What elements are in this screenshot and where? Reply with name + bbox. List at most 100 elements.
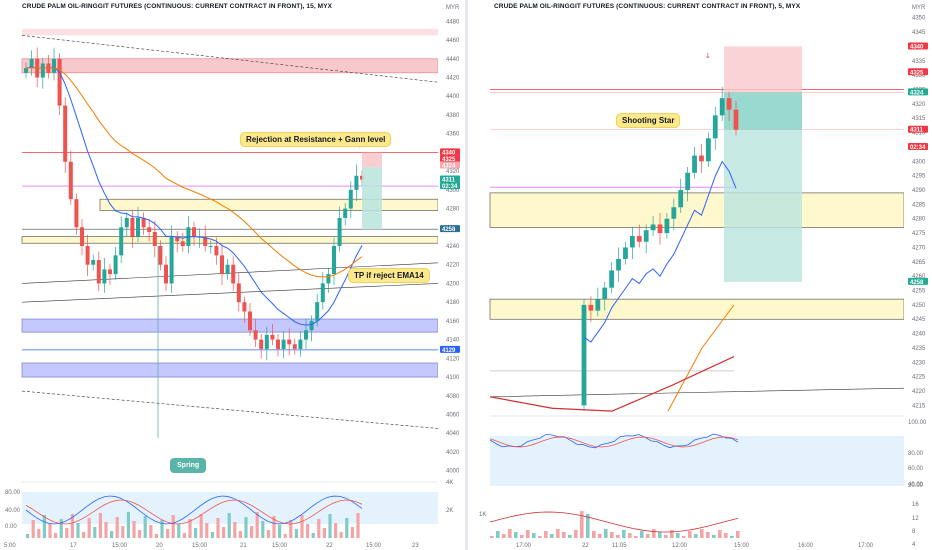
right-candle-body: [609, 270, 615, 288]
stoch-k-line: [25, 495, 363, 525]
right-chart-canvas[interactable]: ↓ MYR 4350 4345 4340 4335 43304325 4320 4315 4310…: [472, 0, 932, 550]
stoch-d-line: [25, 499, 363, 525]
left-volume-bar: [339, 532, 343, 538]
volume-ma-line: [489, 511, 739, 533]
trendline-2: [21, 283, 439, 303]
left-currency-label: MYR: [446, 5, 460, 11]
left-volume-bar: [138, 530, 142, 538]
right-volume-bar: [550, 534, 554, 538]
left-price-tick: 4380: [446, 113, 460, 119]
right-price-tick: 4245: [912, 317, 926, 323]
left-candle-body: [253, 330, 258, 340]
left-candle-body: [337, 217, 342, 246]
left-candle-body: [29, 58, 34, 69]
left-volume-bar: [166, 529, 170, 538]
left-candle-body: [91, 260, 96, 265]
risk-box: [724, 46, 802, 93]
left-price-tag: [440, 175, 460, 183]
right-volume-tick: 16: [912, 502, 919, 508]
right-price-tick: 4235: [912, 346, 926, 352]
left-time-tick: 22: [326, 543, 333, 549]
trendline: [489, 387, 905, 398]
right-candle-body: [664, 218, 670, 234]
left-candle-body: [270, 334, 275, 340]
right-price-tick: 4215: [912, 403, 926, 409]
right-volume-bar: [580, 511, 584, 538]
left-candle-body: [236, 283, 241, 303]
right-volume-tick: 8: [912, 529, 916, 535]
left-volume-bar: [26, 534, 30, 538]
left-volume-bar: [250, 526, 254, 538]
left-volume-bar: [233, 522, 237, 538]
left-candle-body: [96, 260, 101, 284]
right-osc-tick: 80.00: [908, 451, 924, 457]
left-candle-body: [309, 320, 314, 331]
left-volume-bar: [261, 521, 265, 538]
left-volume-bar: [317, 519, 321, 538]
right-price-tick: 4285: [912, 202, 926, 208]
left-chart-pane[interactable]: CRUDE PALM OIL-RINGGIT FUTURES (CONTINUO…: [0, 0, 462, 550]
right-osc-tick: 20.00: [908, 483, 924, 489]
left-volume-bar: [154, 534, 158, 538]
right-candle-body: [595, 299, 601, 311]
tp-callout: TP if reject EMA14: [348, 268, 430, 283]
left-time-tick: 15:00: [272, 543, 288, 549]
left-volume-bar: [278, 525, 282, 538]
right-volume-bar: [610, 532, 614, 538]
osc-band: [490, 436, 904, 486]
left-chart-canvas[interactable]: ↓MYR448044604440442044004380436043404320…: [0, 0, 462, 550]
right-price-tick: 4345: [912, 30, 926, 36]
left-volume-bar: [322, 528, 326, 538]
left-time-tick: 15:00: [192, 543, 208, 549]
left-volume-tick: 2K: [446, 508, 453, 514]
left-price-tag: [440, 148, 460, 156]
right-volume-bar: [568, 535, 572, 538]
left-volume-bar: [188, 519, 192, 538]
left-volume-bar: [238, 531, 242, 538]
left-volume-bar: [37, 529, 41, 538]
left-volume-bar: [306, 524, 310, 538]
right-price-tag: [908, 125, 928, 133]
right-volume-bar: [586, 514, 590, 538]
left-candle-body: [259, 339, 264, 349]
right-price-tag-label: 4258: [910, 280, 924, 286]
right-chart-pane[interactable]: CRUDE PALM OIL-RINGGIT FUTURES (CONTINUO…: [472, 0, 932, 550]
shooting-star-callout: Shooting Star: [616, 113, 681, 128]
left-candle-body: [24, 68, 28, 73]
right-price-tick: 4230: [912, 360, 926, 366]
right-volume-label: 1K: [479, 512, 486, 518]
left-price-tag: [440, 182, 460, 190]
left-candle-body: [85, 246, 90, 265]
right-price-tick: 4310: [912, 131, 926, 137]
left-price-tag-label: 02:34: [442, 184, 458, 190]
arrow-down-icon: ↓: [705, 52, 711, 60]
left-candle-body: [326, 274, 331, 284]
right-price-tick: 4225: [912, 375, 926, 381]
left-volume-bar: [115, 517, 119, 538]
right-volume-bar: [532, 533, 536, 538]
ema14-line: [583, 160, 737, 343]
left-candle-body: [68, 161, 73, 200]
left-price-tag-label: 4129: [442, 348, 456, 354]
left-volume-bar: [177, 524, 181, 538]
blue-zone-upper: [21, 318, 439, 333]
right-candle-body: [602, 287, 608, 300]
right-price-tick: 4290: [912, 188, 926, 194]
right-price-tick: 4250: [912, 303, 926, 309]
right-price-tag: [908, 277, 928, 285]
right-volume-bar: [706, 532, 710, 538]
right-volume-bar: [502, 534, 506, 538]
left-time-tick: 23: [412, 543, 419, 549]
left-candle-body: [141, 217, 146, 228]
left-volume-bar: [82, 532, 86, 538]
right-price-tag-label: 4340: [910, 44, 924, 50]
right-price-tag: [908, 68, 928, 76]
right-price-tick: 4220: [912, 389, 926, 395]
right-price-tag-label: 02:34: [910, 145, 926, 151]
left-price-tag-label: 4311: [442, 178, 456, 184]
left-price-tick: 4420: [446, 76, 460, 82]
left-price-tick: 4180: [446, 300, 460, 306]
right-candle-body: [705, 138, 711, 162]
left-candle-body: [264, 334, 269, 349]
right-volume-bar: [682, 536, 686, 538]
